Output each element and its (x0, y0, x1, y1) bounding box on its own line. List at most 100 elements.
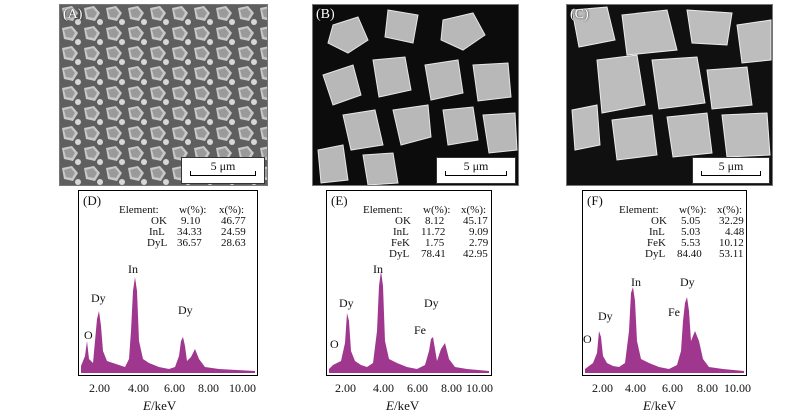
row-element: InL (649, 226, 665, 238)
peak-label-dy: Dy (598, 309, 613, 323)
row-w: 1.75 (425, 237, 445, 249)
sem-texture-a (60, 5, 267, 185)
edx-label-d: (D) (83, 193, 102, 208)
row-x: 2.79 (469, 237, 489, 249)
sem-image-a: (A) 5 μm (59, 4, 268, 186)
edx-panel-f: (F) Element: w(%): x(%): OK 5.05 32.29 InL 5.… (582, 190, 747, 376)
panel-label-a: (A) (63, 7, 83, 22)
header-x: x(%): (219, 204, 245, 216)
sem-image-c: (C) 5 μm (566, 4, 773, 186)
scale-bar-c: 5 μm (692, 157, 770, 184)
row-w: 5.53 (681, 237, 701, 249)
row-x: 10.12 (719, 237, 744, 249)
spectrum-e (329, 271, 489, 373)
x-axis-label-e: E/keV (386, 398, 420, 413)
spectrum-fill-e (329, 271, 489, 373)
row-element: DyL (147, 237, 168, 249)
x-tick: 4.00 (373, 381, 394, 395)
row-w: 5.05 (681, 215, 701, 227)
row-x: 24.59 (221, 226, 246, 238)
x-tick: 6.00 (164, 381, 185, 395)
header-w: w(%): (179, 204, 207, 216)
header-element: Element: (119, 204, 159, 216)
row-w: 34.33 (177, 226, 202, 238)
peak-label-dy: Dy (339, 296, 354, 310)
x-tick: 4.00 (128, 381, 149, 395)
row-element: InL (149, 226, 165, 238)
row-element: OK (151, 215, 167, 227)
header-element: Element: (363, 204, 403, 216)
edx-panel-e: (E) Element: w(%): x(%): OK 8.12 45.17 InL 11… (326, 190, 492, 376)
row-x: 32.29 (719, 215, 744, 227)
row-element: InL (393, 226, 409, 238)
row-w: 78.41 (421, 248, 446, 260)
x-tick: 10.00 (724, 381, 751, 395)
scale-bar-a: 5 μm (181, 157, 265, 184)
peak-label-fe: Fe (668, 305, 680, 319)
spectrum-d (81, 277, 255, 373)
x-tick: 8.00 (198, 381, 219, 395)
sem-texture-c (571, 6, 772, 161)
scale-line-a (190, 171, 256, 176)
scale-bar-b: 5 μm (436, 157, 516, 184)
spectrum-f (585, 287, 744, 373)
x-tick: 2.00 (335, 381, 356, 395)
sem-texture-b (317, 9, 518, 185)
peak-label-in: In (631, 275, 641, 289)
header-x: x(%): (717, 204, 743, 216)
peak-label-o: O (330, 337, 339, 351)
row-x: 4.48 (725, 226, 745, 238)
x-tick: 8.00 (697, 381, 718, 395)
row-x: 28.63 (221, 237, 246, 249)
row-x: 45.17 (463, 215, 488, 227)
sem-image-b: (B) 5 μm (312, 4, 519, 186)
x-tick: 8.00 (441, 381, 462, 395)
x-tick: 10.00 (229, 381, 256, 395)
edx-panel-d: (D) Element: w(%): x(%): OK 9.10 46.77 InL 34… (78, 190, 258, 376)
x-tick: 2.00 (89, 381, 110, 395)
row-w: 11.72 (421, 226, 446, 238)
peak-label-o: O (583, 332, 592, 346)
peak-label-dy: Dy (178, 303, 193, 317)
x-axis-label-d: E/keV (143, 398, 177, 413)
header-w: w(%): (423, 204, 451, 216)
x-tick: 4.00 (625, 381, 646, 395)
row-x: 46.77 (221, 215, 246, 227)
row-w: 36.57 (177, 237, 202, 249)
header-element: Element: (619, 204, 659, 216)
edx-label-e: (E) (331, 193, 348, 208)
header-x: x(%): (461, 204, 487, 216)
peak-label-in: In (373, 262, 383, 276)
edx-label-f: (F) (587, 193, 603, 208)
scale-text-a: 5 μm (210, 159, 236, 173)
x-axis-label-f: E/keV (643, 398, 677, 413)
peak-label-fe: Fe (414, 323, 426, 337)
row-x: 9.09 (469, 226, 489, 238)
row-w: 5.03 (681, 226, 701, 238)
peak-label-dy: Dy (680, 275, 695, 289)
peak-label-dy: Dy (424, 296, 439, 310)
x-tick: 6.00 (662, 381, 683, 395)
row-x: 53.11 (719, 248, 744, 260)
peak-label-dy: Dy (91, 291, 106, 305)
panel-label-b: (B) (316, 7, 335, 22)
row-w: 84.40 (677, 248, 702, 260)
row-element: DyL (645, 248, 666, 260)
spectrum-fill-d (81, 277, 255, 373)
row-w: 8.12 (425, 215, 445, 227)
peak-label-o: O (84, 328, 93, 342)
x-tick: 10.00 (466, 381, 493, 395)
row-element: OK (651, 215, 667, 227)
row-w: 9.10 (181, 215, 201, 227)
scale-line-b (445, 171, 507, 176)
spectrum-fill-f (585, 287, 744, 373)
peak-label-in: In (128, 262, 138, 276)
panel-label-c: (C) (570, 7, 589, 22)
row-element: OK (395, 215, 411, 227)
x-tick: 2.00 (592, 381, 613, 395)
header-w: w(%): (679, 204, 707, 216)
scale-line-c (701, 171, 761, 176)
scale-text-b: 5 μm (463, 159, 489, 173)
x-tick: 6.00 (407, 381, 428, 395)
row-element: FeK (391, 237, 410, 249)
